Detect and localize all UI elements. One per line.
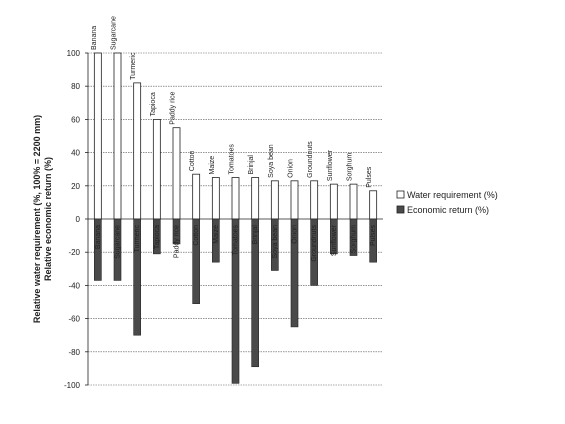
bar-water (152, 119, 161, 220)
bar-economic (349, 218, 358, 256)
category-label-bottom: Tomatoes (233, 225, 240, 256)
category-label-top: Brinjal (248, 155, 255, 175)
category-label-top: Maize (209, 156, 216, 175)
y-tick-label: -20 (68, 248, 80, 257)
category-label-top: Paddy rice (170, 92, 177, 125)
bar-water (133, 82, 142, 220)
category-label-bottom: Brinjal (252, 225, 259, 245)
category-label-bottom: Pulses (370, 225, 377, 247)
bar-water (211, 177, 220, 220)
legend-swatch-water (396, 190, 405, 199)
category-label-bottom: Sugarcane (115, 225, 122, 259)
legend-label-economic: Economic return (%) (407, 205, 489, 215)
bar-economic (231, 218, 240, 384)
category-label-bottom: Paddy rice (174, 225, 181, 258)
bar-economic (251, 218, 259, 368)
bar-water (369, 190, 378, 220)
legend-swatch-economic (396, 205, 405, 214)
y-tick-label: 60 (71, 115, 80, 124)
y-tick-label: -40 (68, 281, 80, 290)
bar-water (113, 52, 122, 220)
bar-economic (94, 218, 102, 281)
category-label-bottom: Banana (95, 225, 102, 249)
y-axis-label-2: Relative economic return (%) (43, 157, 53, 281)
y-tick-label: -80 (68, 348, 80, 357)
y-tick-label: 100 (67, 49, 81, 58)
category-label-bottom: Onion (292, 225, 299, 244)
y-tick-label: -60 (68, 315, 80, 324)
category-label-bottom: Tapioca (154, 225, 161, 249)
category-label-top: Soya bean (268, 144, 275, 178)
bar-economic (113, 218, 122, 281)
bar-economic (153, 218, 161, 255)
category-label-bottom: Maize (213, 225, 220, 244)
bar-economic (290, 218, 299, 328)
category-label-top: Sorghum (347, 153, 354, 182)
category-labels: Banana Banana Sugarcane Sugarcane Turmeric Tu… (91, 16, 377, 262)
category-label-top: Groundnuts (307, 141, 314, 178)
category-label-top: Tomatoes (229, 144, 236, 175)
legend: Water requirement (%) Economic return (%… (396, 190, 498, 215)
bar-water (251, 177, 260, 220)
category-label-bottom: Turmeric (134, 225, 141, 253)
bar-economic (271, 218, 279, 271)
category-label-bottom: Sorghum (351, 225, 358, 254)
category-label-top: Tapioca (150, 92, 157, 116)
y-axis-label-1: Relative water requirement (%, 100% = 22… (32, 115, 42, 323)
bar-economic (192, 218, 200, 304)
category-label-top: Banana (91, 26, 98, 50)
bar-water (231, 177, 240, 220)
category-label-bottom: Soya bean (272, 225, 279, 259)
category-label-bottom: Cotton (193, 225, 200, 246)
bars (93, 52, 378, 384)
legend-label-water: Water requirement (%) (407, 190, 498, 200)
bar-water (270, 180, 279, 220)
category-label-top: Onion (288, 159, 295, 178)
bar-water (192, 173, 201, 220)
category-label-top: Turmeric (130, 52, 137, 80)
category-label-top: Sunflower (327, 149, 334, 181)
bar-economic (330, 218, 338, 255)
y-tick-label: 80 (71, 82, 80, 91)
bar-water (93, 52, 102, 220)
bar-water (310, 180, 319, 220)
category-label-bottom: Groundnuts (311, 225, 318, 262)
bar-water (329, 183, 338, 220)
bar-economic (172, 218, 181, 245)
category-label-top: Cotton (189, 150, 196, 171)
bar-economic (212, 218, 220, 263)
y-tick-label: 20 (71, 182, 80, 191)
category-label-top: Pulses (366, 166, 373, 188)
y-tick-label: 40 (71, 149, 80, 158)
bar-economic (310, 218, 318, 286)
y-tick-label: -100 (64, 381, 81, 390)
bar-water (290, 180, 299, 220)
category-label-top: Sugarcane (111, 16, 118, 50)
y-tick-label: 0 (76, 215, 81, 224)
bar-water (172, 127, 181, 220)
bar-economic (369, 218, 377, 263)
bar-economic (133, 218, 141, 336)
category-label-bottom: Sunflower (331, 224, 338, 256)
bar-water (349, 183, 358, 220)
